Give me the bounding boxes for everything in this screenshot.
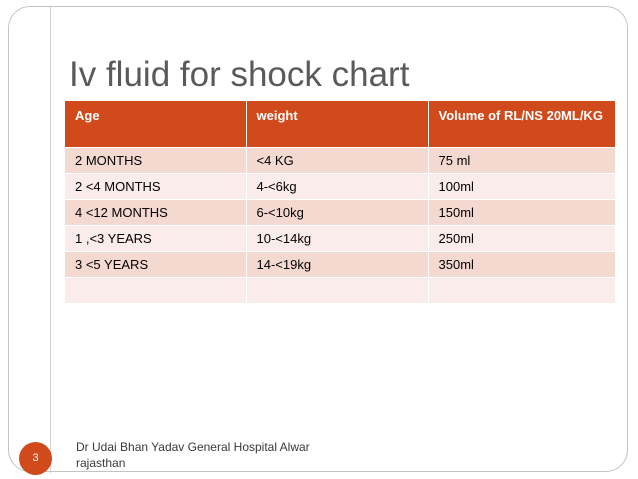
cell-age: 2 <4 MONTHS <box>65 172 247 199</box>
fluid-table: Age weight Volume of RL/NS 20ML/KG 2 MON… <box>65 101 615 303</box>
side-divider <box>50 7 51 473</box>
header-weight: weight <box>246 101 429 147</box>
table-row-empty <box>65 276 615 303</box>
cell-weight <box>246 276 429 303</box>
cell-weight: 14-<19kg <box>246 250 429 277</box>
cell-volume: 75 ml <box>428 146 615 173</box>
cell-age: 2 MONTHS <box>65 146 247 173</box>
table-row: 2 <4 MONTHS 4-<6kg 100ml <box>65 172 615 199</box>
cell-weight: 4-<6kg <box>246 172 429 199</box>
table-row: 4 <12 MONTHS 6-<10kg 150ml <box>65 198 615 225</box>
cell-age: 4 <12 MONTHS <box>65 198 247 225</box>
cell-volume: 350ml <box>428 250 615 277</box>
cell-weight: 10-<14kg <box>246 224 429 251</box>
cell-age: 1 ,<3 YEARS <box>65 224 247 251</box>
slide: Iv fluid for shock chart Age weight Volu… <box>8 6 628 475</box>
cell-age <box>65 276 247 303</box>
table-row: 1 ,<3 YEARS 10-<14kg 250ml <box>65 224 615 251</box>
slide-title: Iv fluid for shock chart <box>69 55 410 94</box>
cell-weight: 6-<10kg <box>246 198 429 225</box>
cell-volume <box>428 276 615 303</box>
cell-weight: <4 KG <box>246 146 429 173</box>
cell-volume: 250ml <box>428 224 615 251</box>
cell-volume: 150ml <box>428 198 615 225</box>
footer-text: Dr Udai Bhan Yadav General Hospital Alwa… <box>76 440 310 470</box>
table-row: 2 MONTHS <4 KG 75 ml <box>65 146 615 173</box>
table-row: 3 <5 YEARS 14-<19kg 350ml <box>65 250 615 277</box>
cell-volume: 100ml <box>428 172 615 199</box>
header-volume: Volume of RL/NS 20ML/KG <box>428 101 615 147</box>
table-header-row: Age weight Volume of RL/NS 20ML/KG <box>65 101 615 147</box>
slide-number-badge: 3 <box>19 442 52 475</box>
cell-age: 3 <5 YEARS <box>65 250 247 277</box>
header-age: Age <box>65 101 247 147</box>
